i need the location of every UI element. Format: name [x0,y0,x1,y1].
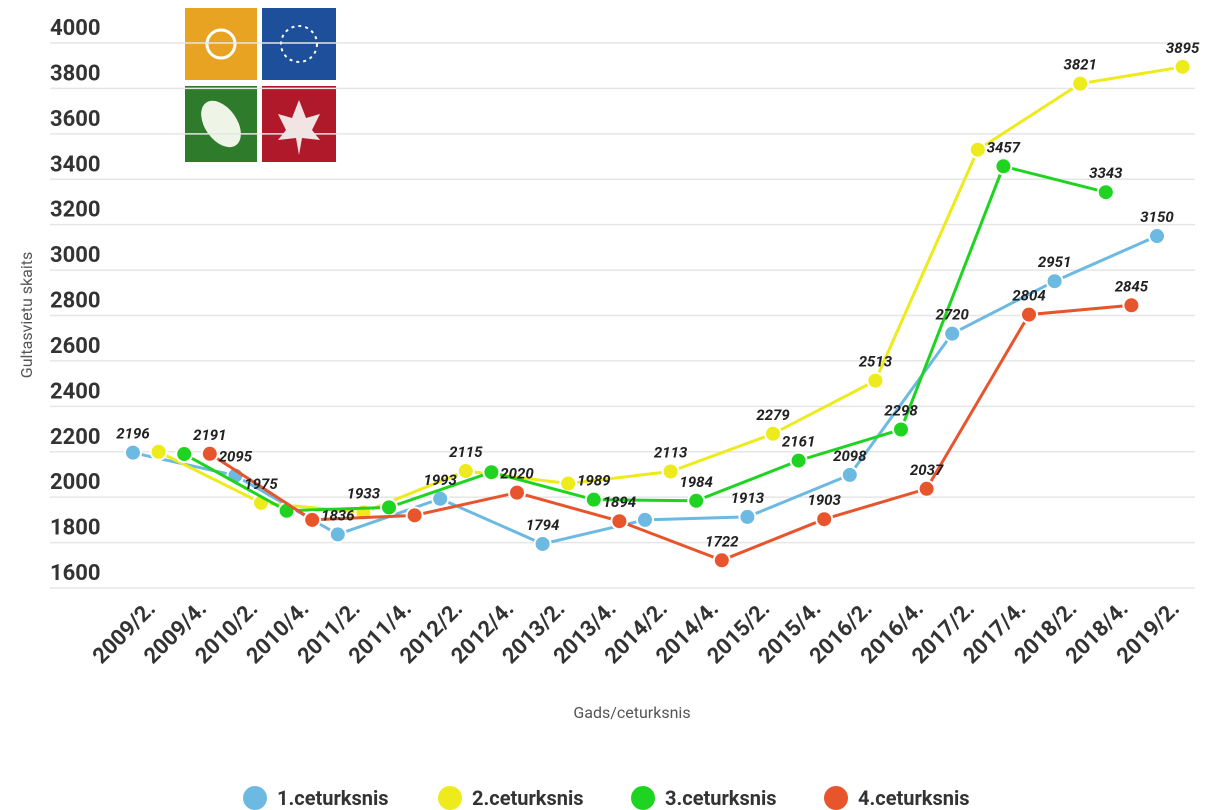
data-label: 1993 [423,471,457,489]
legend-label: 2.ceturksnis [472,786,584,810]
data-point [1020,305,1038,324]
logo [185,8,336,162]
data-point [968,140,987,159]
data-point [661,462,680,481]
y-axis-label: Gultasvietu skaits [17,252,36,378]
data-label: 3343 [1089,164,1123,182]
y-tick-label: 2200 [50,425,101,450]
data-point [200,444,219,463]
legend-label: 4.ceturksnis [858,786,970,810]
data-label: 2113 [654,444,688,462]
data-point [303,510,322,529]
series-line [208,303,1132,562]
series-line [183,164,1107,513]
data-point [943,324,962,343]
y-tick-label: 3600 [50,107,101,132]
data-label: 2196 [116,425,149,443]
data-point [482,463,501,482]
data-label: 3150 [1140,208,1174,226]
data-point [175,445,194,464]
data-label: 1722 [705,532,739,550]
data-label: 1794 [526,516,559,534]
data-label: 2279 [756,406,789,424]
data-label: 2098 [833,447,867,465]
data-point [1096,183,1115,202]
data-point [815,510,834,529]
data-point [584,490,603,509]
data-point [405,506,424,525]
data-label: 1989 [577,472,610,490]
data-label: 1894 [603,493,636,511]
data-label: 1984 [679,473,712,491]
legend-swatch [824,786,848,810]
y-tick-label: 1800 [50,516,101,541]
y-tick-label: 3400 [50,152,101,177]
data-label: 1913 [731,489,765,507]
x-axis-label: Gads/ceturksnis [573,703,690,722]
data-point [124,443,142,462]
data-point [789,451,808,470]
data-point [1148,227,1166,246]
data-label: 1903 [807,491,841,509]
data-point [687,491,706,510]
legend-swatch [243,786,267,810]
data-point [1045,272,1064,291]
data-point [994,157,1013,176]
y-tick-label: 2400 [50,379,101,404]
data-label: 2720 [935,306,969,324]
data-label: 3457 [987,138,1021,156]
data-point [712,551,731,570]
data-label: 1933 [347,484,381,502]
data-point [456,462,475,481]
data-point [917,479,936,498]
y-tick-label: 2800 [50,289,101,314]
data-label: 2845 [1115,277,1149,295]
data-label: 2951 [1038,253,1071,271]
y-tick-label: 2600 [50,334,101,359]
legend-swatch [631,786,655,810]
data-label: 3895 [1166,39,1200,57]
data-point [508,483,526,502]
y-tick-label: 2000 [50,470,101,495]
data-label: 2513 [859,353,893,371]
data-point [380,498,398,517]
data-point [764,424,782,443]
data-label: 2298 [884,401,918,419]
data-label: 2191 [193,426,226,444]
data-point [533,534,552,553]
data-label: 2804 [1012,287,1045,305]
data-labels: 2196 2095 1836 1993 1794 1913 2098 2720 2951 3150… [116,39,1200,550]
data-label: 2161 [782,433,815,451]
data-point [149,442,168,461]
data-point [892,420,910,439]
data-point [1173,57,1192,76]
data-label: 2020 [500,465,534,483]
data-point [1071,74,1090,93]
legend-label: 1.ceturksnis [277,786,389,810]
data-point [328,525,347,544]
y-tick-label: 3200 [50,198,101,223]
data-point [559,474,578,493]
data-point [866,371,885,390]
data-label: 2115 [449,443,483,461]
data-point [610,512,629,531]
data-point [1122,296,1141,315]
y-tick-label: 4000 [50,16,101,41]
legend-swatch [438,786,462,810]
data-label: 1975 [244,475,278,493]
data-label: 2037 [910,461,944,479]
y-tick-label: 3000 [50,243,101,268]
y-tick-label: 1600 [50,561,101,586]
data-label: 1836 [321,506,354,524]
data-label: 3821 [1063,56,1096,74]
data-point [738,507,757,526]
legend-label: 3.ceturksnis [665,786,777,810]
data-point [840,465,859,484]
data-point [636,510,654,529]
data-label: 2095 [219,448,253,466]
y-tick-label: 3800 [50,61,101,86]
